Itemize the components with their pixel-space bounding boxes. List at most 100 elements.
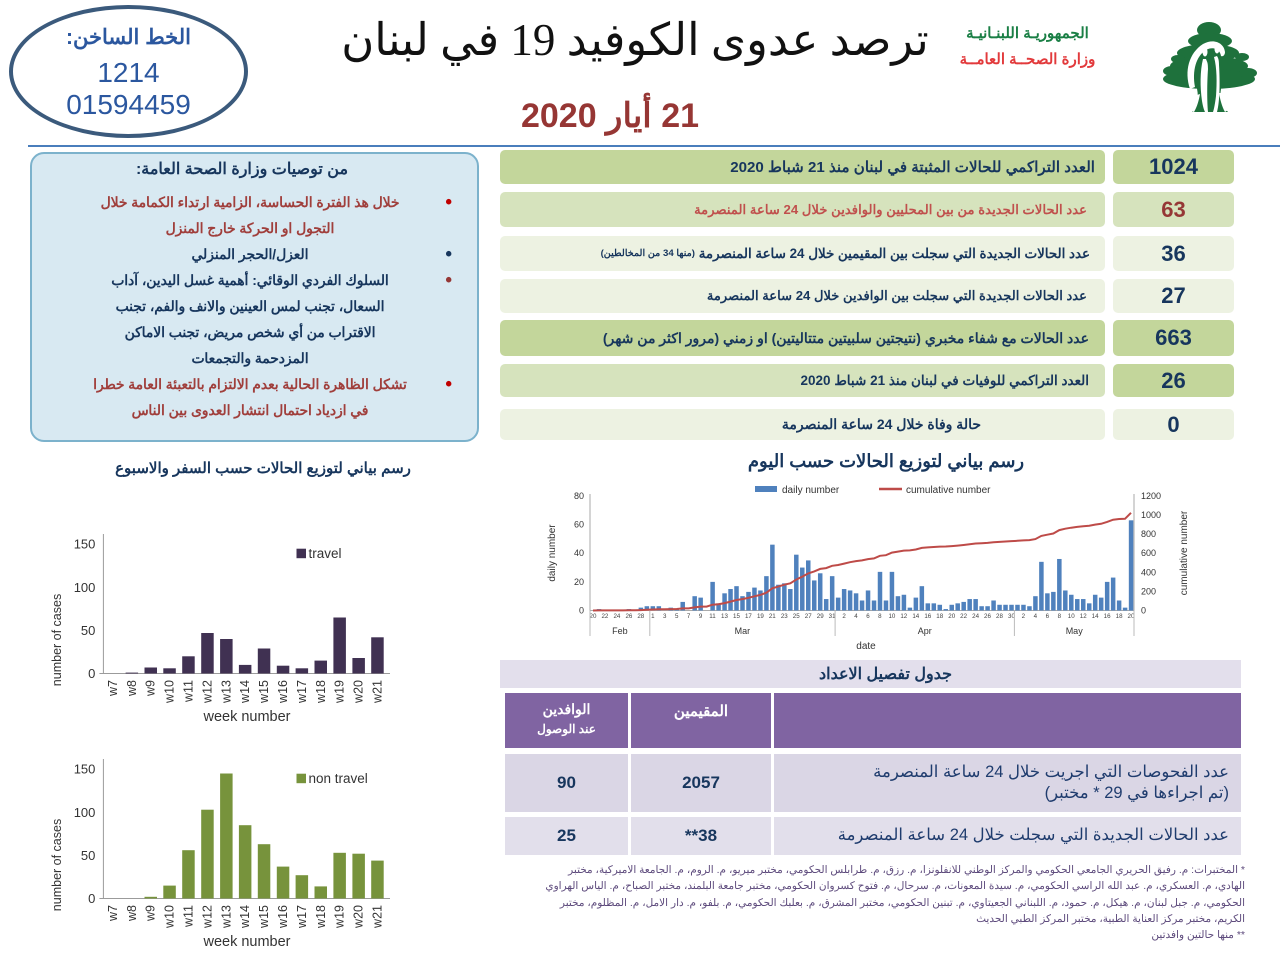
svg-text:w19: w19 [333,905,347,929]
svg-text:w18: w18 [314,905,328,929]
svg-text:3: 3 [663,613,667,620]
svg-text:10: 10 [888,613,895,620]
svg-text:1000: 1000 [1141,510,1161,520]
svg-text:w16: w16 [276,905,290,929]
svg-text:w7: w7 [106,680,120,697]
svg-text:w19: w19 [333,680,347,704]
svg-text:non travel: non travel [309,771,368,786]
svg-text:16: 16 [924,613,931,620]
svg-text:8: 8 [1058,613,1062,620]
svg-text:date: date [856,641,876,652]
svg-text:w11: w11 [182,680,196,703]
svg-text:25: 25 [793,613,800,620]
svg-text:14: 14 [1092,613,1099,620]
svg-text:w15: w15 [257,680,271,704]
svg-text:0: 0 [88,666,95,681]
svg-text:2: 2 [1022,613,1026,620]
svg-text:30: 30 [1008,613,1015,620]
svg-text:21: 21 [769,613,776,620]
svg-text:1: 1 [651,613,655,620]
svg-text:w10: w10 [163,905,177,929]
svg-text:10: 10 [1068,613,1075,620]
svg-text:22: 22 [601,613,608,620]
svg-text:14: 14 [912,613,919,620]
svg-text:w13: w13 [219,680,233,704]
svg-text:20: 20 [590,613,597,620]
svg-text:travel: travel [309,546,342,561]
svg-text:w17: w17 [295,680,309,704]
svg-text:w12: w12 [200,905,214,929]
svg-text:20: 20 [948,613,955,620]
svg-text:28: 28 [637,613,644,620]
svg-text:daily number: daily number [782,485,840,496]
svg-text:cumulative number: cumulative number [1179,510,1190,595]
svg-text:May: May [1066,626,1084,636]
svg-text:w7: w7 [106,905,120,922]
svg-text:w11: w11 [182,905,196,928]
svg-text:150: 150 [74,762,96,777]
svg-text:13: 13 [721,613,728,620]
svg-text:6: 6 [866,613,870,620]
svg-text:60: 60 [574,520,584,530]
svg-text:100: 100 [74,580,96,595]
svg-text:9: 9 [699,613,703,620]
svg-text:80: 80 [574,491,584,501]
svg-text:4: 4 [854,613,858,620]
svg-text:20: 20 [574,577,584,587]
svg-text:5: 5 [675,613,679,620]
svg-text:daily number: daily number [547,524,558,582]
svg-text:11: 11 [709,613,716,620]
svg-text:0: 0 [88,891,95,906]
svg-text:100: 100 [74,805,96,820]
svg-text:w13: w13 [219,905,233,929]
svg-text:week number: week number [202,709,290,725]
svg-text:15: 15 [733,613,740,620]
svg-text:6: 6 [1046,613,1050,620]
svg-text:50: 50 [81,848,95,863]
svg-text:18: 18 [1116,613,1123,620]
svg-text:200: 200 [1141,586,1156,596]
svg-text:Feb: Feb [612,626,628,636]
svg-text:w20: w20 [352,905,366,929]
svg-text:w16: w16 [276,680,290,704]
svg-text:150: 150 [74,537,96,552]
svg-text:w18: w18 [314,680,328,704]
svg-text:24: 24 [972,613,979,620]
svg-text:50: 50 [81,623,95,638]
svg-text:20: 20 [1128,613,1135,620]
svg-text:19: 19 [757,613,764,620]
svg-text:26: 26 [625,613,632,620]
svg-text:w9: w9 [144,905,158,922]
svg-text:22: 22 [960,613,967,620]
svg-text:number of cases: number of cases [50,819,64,911]
svg-text:27: 27 [805,613,812,620]
svg-text:40: 40 [574,548,584,558]
svg-text:week number: week number [202,934,290,950]
svg-text:12: 12 [900,613,907,620]
svg-text:4: 4 [1034,613,1038,620]
svg-text:w12: w12 [200,680,214,704]
svg-text:23: 23 [781,613,788,620]
svg-text:w21: w21 [371,905,385,929]
svg-text:w15: w15 [257,905,271,929]
svg-text:2: 2 [842,613,846,620]
svg-text:w20: w20 [352,680,366,704]
svg-text:w21: w21 [371,680,385,704]
svg-text:31: 31 [829,613,836,620]
svg-text:number of cases: number of cases [50,594,64,686]
svg-text:17: 17 [745,613,752,620]
svg-text:18: 18 [936,613,943,620]
svg-text:0: 0 [1141,606,1146,616]
svg-text:28: 28 [996,613,1003,620]
svg-text:w8: w8 [125,680,139,697]
svg-text:w10: w10 [163,680,177,704]
svg-text:1200: 1200 [1141,491,1161,501]
svg-text:w8: w8 [125,905,139,922]
svg-text:8: 8 [878,613,882,620]
svg-text:w14: w14 [238,680,252,704]
svg-text:26: 26 [984,613,991,620]
svg-text:12: 12 [1080,613,1087,620]
svg-text:0: 0 [579,606,584,616]
svg-text:w17: w17 [295,905,309,929]
svg-text:7: 7 [687,613,691,620]
